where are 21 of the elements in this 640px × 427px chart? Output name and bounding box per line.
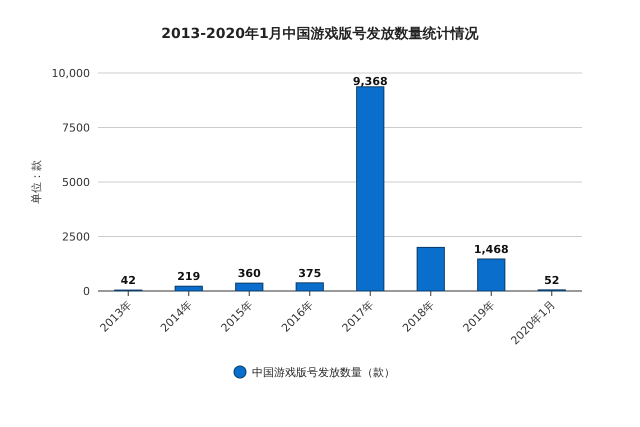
data-label: 9,368	[352, 75, 388, 88]
y-tick-label: 0	[83, 285, 90, 298]
data-label: 52	[544, 274, 560, 287]
data-label: 360	[238, 267, 262, 280]
y-tick-label: 7500	[62, 122, 90, 134]
data-label: 219	[177, 270, 200, 284]
data-label: 42	[120, 274, 136, 288]
bar	[174, 286, 203, 292]
bar	[477, 258, 506, 292]
bar	[356, 86, 384, 292]
bar	[235, 282, 264, 292]
y-tick-label: 2500	[62, 230, 90, 244]
chart-title: 2013-2020年1月中国游戏版号发放数量统计情况	[161, 25, 480, 42]
data-label: 1,468	[474, 243, 509, 256]
bar	[296, 282, 324, 292]
y-axis-title: 单位：款	[30, 160, 43, 204]
data-label: 375	[298, 266, 322, 280]
y-tick-label: 10,000	[52, 67, 90, 80]
y-tick-label: 5000	[62, 176, 90, 189]
bar	[416, 246, 445, 292]
legend-label: 中国游戏版号发放数量（款）	[252, 366, 395, 379]
